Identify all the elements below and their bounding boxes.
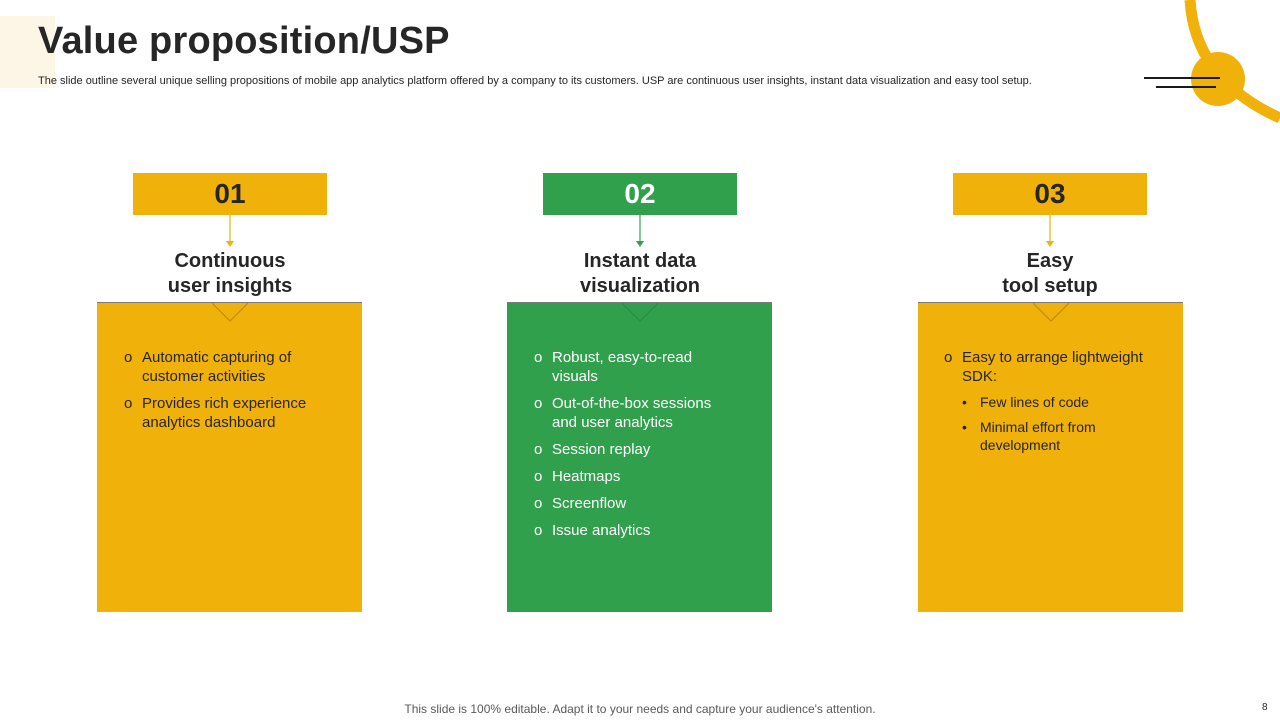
bullet-marker: o bbox=[534, 441, 543, 458]
usp-1-bullet-list: o Automatic capturing of customer activit… bbox=[124, 348, 324, 440]
usp-3-bullet-1: o Easy to arrange lightweight SDK: • Few … bbox=[944, 348, 1159, 454]
usp-2-bullet-4: o Heatmaps bbox=[534, 467, 734, 486]
usp-1-connector-arrow bbox=[226, 215, 234, 247]
usp-2-number: 02 bbox=[624, 178, 656, 209]
sub-bullet-marker: • bbox=[962, 419, 967, 435]
usp-1-heading-line1: Continuous bbox=[174, 250, 286, 272]
usp-2-bullet-5-text: Screenflow bbox=[552, 495, 627, 512]
bullet-marker: o bbox=[124, 395, 133, 412]
page-number: 8 bbox=[1262, 702, 1268, 713]
usp-2-bullet-5: o Screenflow bbox=[534, 494, 734, 513]
usp-2-bullet-1: o Robust, easy-to-read visuals bbox=[534, 348, 734, 386]
sub-bullet-marker: • bbox=[962, 394, 967, 410]
usp-3-sub-bullet-2-text: Minimal effort from development bbox=[980, 419, 1096, 453]
bullet-marker: o bbox=[534, 468, 543, 485]
usp-1-card-notch bbox=[212, 303, 248, 322]
usp-2-card bbox=[507, 302, 772, 612]
bullet-marker: o bbox=[534, 495, 543, 512]
usp-3-number-box: 03 bbox=[953, 173, 1147, 215]
usp-2-bullet-list: o Robust, easy-to-read visuals o Out-of-th… bbox=[534, 348, 734, 548]
usp-2-card-notch bbox=[622, 303, 658, 322]
usp-1-number: 01 bbox=[214, 178, 246, 209]
usp-2-bullet-3: o Session replay bbox=[534, 440, 734, 459]
usp-3-sub-bullet-1: • Few lines of code bbox=[962, 393, 1159, 411]
usp-2-bullet-3-text: Session replay bbox=[552, 441, 651, 458]
usp-2-bullet-1-text: Robust, easy-to-read visuals bbox=[552, 349, 693, 385]
bullet-marker: o bbox=[124, 349, 133, 366]
usp-1-bullet-2-text: Provides rich experience analytics dashb… bbox=[142, 395, 307, 431]
usp-2-heading: Instant data visualization bbox=[507, 249, 773, 299]
usp-1-bullet-2: o Provides rich experience analytics dash… bbox=[124, 394, 324, 432]
usp-3-bullet-list: o Easy to arrange lightweight SDK: • Few … bbox=[944, 348, 1159, 462]
usp-1-card bbox=[97, 302, 362, 612]
title-accent-block bbox=[0, 16, 55, 88]
usp-3-heading-line2: tool setup bbox=[1002, 275, 1098, 297]
usp-3-sub-bullet-1-text: Few lines of code bbox=[980, 394, 1089, 410]
usp-1-number-box: 01 bbox=[133, 173, 327, 215]
usp-2-heading-line2: visualization bbox=[579, 275, 701, 297]
bullet-marker: o bbox=[534, 522, 543, 539]
usp-3-number: 03 bbox=[1034, 178, 1066, 209]
usp-3-heading-line1: Easy bbox=[1026, 250, 1074, 272]
usp-2-bullet-2-text: Out-of-the-box sessions and user analyti… bbox=[552, 395, 712, 431]
usp-3-sub-bullet-list: • Few lines of code • Minimal effort from … bbox=[962, 393, 1159, 454]
usp-2-bullet-2: o Out-of-the-box sessions and user analyt… bbox=[534, 394, 734, 432]
bullet-marker: o bbox=[534, 349, 543, 366]
usp-3-card-notch bbox=[1033, 303, 1069, 322]
usp-2-bullet-6-text: Issue analytics bbox=[552, 522, 651, 539]
footer-note: This slide is 100% editable. Adapt it to… bbox=[404, 702, 876, 716]
bullet-marker: o bbox=[534, 395, 543, 412]
usp-3-sub-bullet-2: • Minimal effort from development bbox=[962, 418, 1159, 454]
usp-2-bullet-6: o Issue analytics bbox=[534, 521, 734, 540]
usp-2-bullet-4-text: Heatmaps bbox=[552, 468, 621, 485]
usp-1-heading: Continuous user insights bbox=[97, 249, 363, 299]
usp-2-heading-line1: Instant data bbox=[583, 250, 697, 272]
usp-1-heading-line2: user insights bbox=[167, 275, 293, 297]
usp-3-heading: Easy tool setup bbox=[917, 249, 1183, 299]
usp-2-number-box: 02 bbox=[543, 173, 737, 215]
usp-3-card bbox=[918, 302, 1183, 612]
usp-3-connector-arrow bbox=[1046, 215, 1054, 247]
usp-1-bullet-1-text: Automatic capturing of customer activiti… bbox=[142, 349, 292, 385]
bullet-marker: o bbox=[944, 349, 953, 366]
page-subtitle: The slide outline several unique selling… bbox=[38, 75, 1032, 87]
usp-3-bullet-1-text: Easy to arrange lightweight SDK: bbox=[962, 349, 1143, 385]
usp-1-bullet-1: o Automatic capturing of customer activit… bbox=[124, 348, 324, 386]
usp-2-connector-arrow bbox=[636, 215, 644, 247]
page-title: Value proposition/USP bbox=[38, 20, 450, 62]
decorative-ring-graphic bbox=[1144, 0, 1280, 124]
